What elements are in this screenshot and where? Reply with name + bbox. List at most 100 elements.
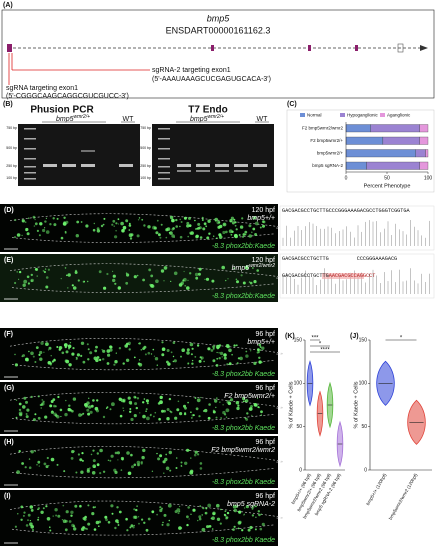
neuron — [134, 402, 138, 406]
neuron — [64, 528, 68, 532]
transcript-id: ENSDART00000161162.3 — [166, 25, 271, 35]
reporter: -8.3 phox2bb Kaede — [212, 371, 275, 378]
neuron — [65, 220, 69, 224]
neuron — [40, 510, 44, 514]
neuron — [42, 400, 45, 403]
neuron — [237, 527, 240, 530]
neuron — [199, 462, 203, 465]
neuron — [257, 348, 260, 352]
neuron — [114, 235, 118, 239]
stage: 120 hpf — [252, 257, 275, 264]
neuron — [68, 520, 72, 523]
neuron — [198, 517, 202, 521]
neuron — [147, 225, 151, 229]
neuron — [163, 266, 168, 270]
neuron — [226, 511, 230, 515]
band — [234, 170, 248, 172]
neuron — [151, 470, 154, 472]
neuron — [196, 344, 200, 347]
y-tick-label: 0 — [299, 467, 302, 473]
genotype: bmp5 sgRNA-2 — [227, 501, 275, 508]
neuron — [129, 410, 132, 413]
neuron — [129, 237, 133, 240]
neuron — [37, 460, 41, 464]
neuron — [159, 236, 162, 239]
neuron — [145, 399, 149, 403]
neuron — [189, 470, 194, 475]
neuron — [248, 234, 252, 238]
neuron — [50, 400, 54, 403]
neuron — [133, 508, 136, 511]
neuron — [146, 402, 149, 405]
neuron — [81, 459, 84, 462]
neuron — [251, 231, 253, 234]
neuron — [178, 505, 181, 508]
ladder-label: 500 bp — [6, 146, 17, 150]
neuron — [210, 349, 214, 352]
neuron — [132, 526, 135, 529]
neuron — [82, 412, 85, 415]
neuron — [48, 346, 52, 350]
ladder-label: 100 bp — [6, 176, 17, 180]
neuron — [202, 227, 206, 231]
neuron — [179, 218, 181, 221]
genotype: F2 bmp5wmr2/+ — [224, 393, 275, 400]
neuron — [71, 450, 75, 454]
neuron — [198, 359, 202, 363]
neuron — [240, 274, 243, 277]
legend-label: Hypoganglionic — [347, 113, 379, 118]
bar-segment — [415, 149, 426, 158]
neuron — [121, 228, 125, 233]
genotype: bmp5+/+ — [247, 215, 275, 222]
neuron — [80, 354, 83, 357]
neuron — [53, 223, 57, 227]
neuron — [169, 410, 171, 413]
ladder-band — [24, 138, 36, 140]
neuron — [144, 353, 147, 356]
neuron — [137, 219, 140, 221]
neuron — [125, 517, 128, 521]
neuron — [18, 270, 22, 274]
neuron — [98, 525, 100, 527]
neuron — [39, 350, 43, 355]
gel-title: Phusion PCR — [30, 105, 94, 116]
neuron — [14, 218, 17, 222]
neuron — [249, 525, 253, 530]
neuron — [219, 401, 221, 403]
neuron — [143, 398, 146, 400]
neuron — [37, 516, 40, 519]
neuron — [73, 527, 77, 531]
neuron — [56, 415, 60, 419]
panel-label: (K) — [285, 333, 295, 340]
neuron — [45, 342, 49, 346]
neuron — [16, 233, 21, 237]
neuron — [172, 355, 175, 358]
ladder-band — [24, 128, 36, 130]
neuron — [246, 412, 249, 415]
gut-outline — [9, 338, 284, 371]
neuron — [225, 230, 228, 234]
neuron — [145, 410, 147, 413]
neuron — [70, 510, 74, 514]
neuron — [216, 517, 221, 521]
neuron — [63, 470, 66, 473]
stage: 96 hpf — [256, 385, 276, 392]
neuron — [203, 222, 207, 226]
neuron — [258, 513, 261, 517]
neuron — [23, 511, 26, 514]
neuron — [118, 510, 122, 514]
neuron — [43, 351, 45, 353]
neuron — [166, 349, 170, 352]
neuron — [26, 232, 30, 236]
neuron — [235, 401, 240, 405]
neuron — [112, 278, 116, 283]
neuron — [114, 451, 118, 455]
neuron — [99, 448, 103, 453]
allele: wmr2/+ — [207, 114, 224, 120]
neuron — [205, 277, 210, 281]
neuron — [208, 526, 210, 529]
neuron — [109, 459, 112, 462]
neuron — [233, 233, 238, 238]
bar-segment — [419, 161, 429, 170]
neuron — [28, 350, 30, 353]
